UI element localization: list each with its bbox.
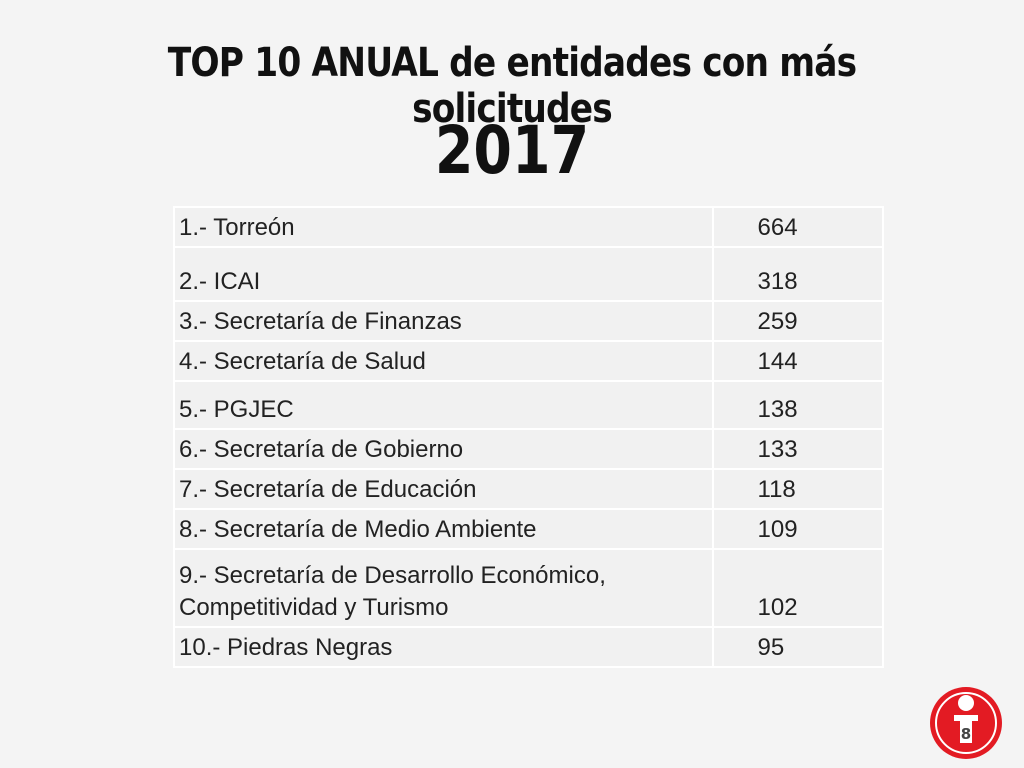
table-row: 9.- Secretaría de Desarrollo Económico, …	[173, 548, 884, 628]
table-row: 3.- Secretaría de Finanzas 259	[173, 300, 884, 342]
table-row: 4.- Secretaría de Salud 144	[173, 340, 884, 382]
entity-name: 2.- ICAI	[173, 246, 714, 302]
entity-name: 10.- Piedras Negras	[173, 626, 714, 668]
table-row: 10.- Piedras Negras 95	[173, 626, 884, 668]
request-count: 118	[711, 468, 884, 510]
request-count: 144	[711, 340, 884, 382]
entity-name: 8.- Secretaría de Medio Ambiente	[173, 508, 714, 550]
request-count: 102	[711, 548, 884, 628]
table-row: 1.- Torreón 664	[173, 206, 884, 248]
table-row: 2.- ICAI 318	[173, 246, 884, 302]
entity-name: 3.- Secretaría de Finanzas	[173, 300, 714, 342]
request-count: 664	[711, 206, 884, 248]
request-count: 133	[711, 428, 884, 470]
table-row: 7.- Secretaría de Educación 118	[173, 468, 884, 510]
request-count: 259	[711, 300, 884, 342]
request-count: 95	[711, 626, 884, 668]
table-row: 6.- Secretaría de Gobierno 133	[173, 428, 884, 470]
entity-name: 7.- Secretaría de Educación	[173, 468, 714, 510]
entity-name: 4.- Secretaría de Salud	[173, 340, 714, 382]
request-count: 138	[711, 380, 884, 430]
table-row: 5.- PGJEC 138	[173, 380, 884, 430]
request-count: 109	[711, 508, 884, 550]
request-count: 318	[711, 246, 884, 302]
entity-name: 1.- Torreón	[173, 206, 714, 248]
entity-name: 5.- PGJEC	[173, 380, 714, 430]
entity-name: 6.- Secretaría de Gobierno	[173, 428, 714, 470]
slide-title: TOP 10 ANUAL de entidades con más solici…	[167, 40, 857, 132]
page-number: 8	[960, 725, 972, 743]
entity-name: 9.- Secretaría de Desarrollo Económico, …	[173, 548, 714, 628]
ranking-table: 1.- Torreón 664 2.- ICAI 318 3.- Secreta…	[173, 206, 884, 668]
table-row: 8.- Secretaría de Medio Ambiente 109	[173, 508, 884, 550]
info-logo-icon	[930, 687, 1002, 759]
slide-year: 2017	[434, 112, 590, 189]
